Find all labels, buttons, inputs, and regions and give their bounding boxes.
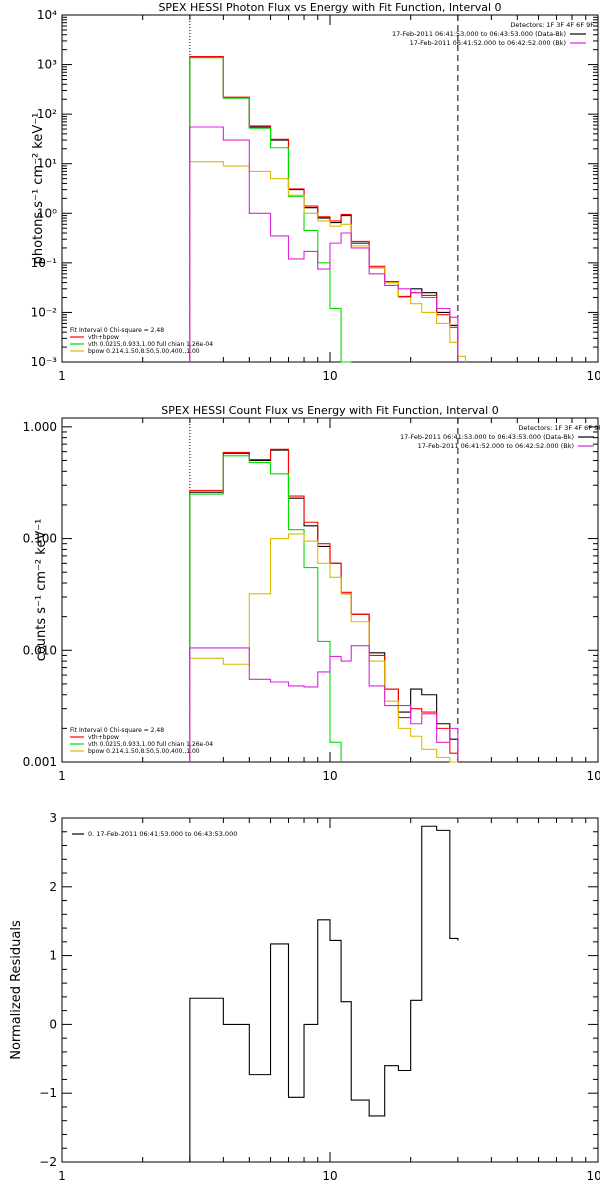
chart-3-y-tick-label: −1 xyxy=(39,1086,57,1100)
chart-1-y-tick-label: 10³ xyxy=(37,58,57,72)
chart-3-legend-interval: 0. 17-Feb-2011 06:41:53.000 to 06:43:53.… xyxy=(88,830,237,838)
chart-1-y-tick-label: 10⁻³ xyxy=(31,355,58,369)
chart-3-y-tick-label: 2 xyxy=(49,880,57,894)
chart-2-legend-detectors: Detectors: 1F 3F 4F 6F 9F xyxy=(518,424,600,432)
chart-2-series-vth xyxy=(189,455,342,762)
chart-2-series-total-fit xyxy=(189,448,459,762)
chart-1-legend-bpow: bpow 0.214,1.50,8.50,5.00,400.,1.00 xyxy=(88,348,200,355)
chart-3-y-tick-label: −2 xyxy=(39,1155,57,1169)
chart-1-y-tick-label: 10⁻¹ xyxy=(31,256,58,270)
chart-1-x-tick-label: 100 xyxy=(587,369,600,383)
chart-2-series-background-spectrum xyxy=(189,645,459,762)
chart-1-y-tick-label: 10⁰ xyxy=(37,206,57,220)
chart-1-legend-interval-2: 17-Feb-2011 06:41:52.000 to 06:42:52.000… xyxy=(410,39,566,47)
chart-2-legend-vth: vth 0.0215,0.933,1.00 full chian 1.26e-0… xyxy=(88,741,213,748)
chart-1-title: SPEX HESSI Photon Flux vs Energy with Fi… xyxy=(158,1,501,14)
chart-2-legend-fit-interval: Fit Interval 0 Chi-square = 2.48 xyxy=(70,727,164,734)
chart-3-y-tick-label: 1 xyxy=(49,949,57,963)
chart-2-y-tick-label: 0.100 xyxy=(23,532,57,546)
chart-3-y-tick-label: 0 xyxy=(49,1017,57,1031)
chart-3-y-axis-label: Normalized Residuals xyxy=(9,920,24,1060)
chart-2-series-bpow xyxy=(189,533,458,763)
chart-1-series-bpow xyxy=(189,161,466,362)
chart-2-x-tick-label: 100 xyxy=(587,769,600,783)
chart-2-y-tick-label: 0.010 xyxy=(23,643,57,657)
chart-1-legend-fit-interval: Fit Interval 0 Chi-square = 2.48 xyxy=(70,327,164,334)
chart-3-x-tick-label: 1 xyxy=(58,1169,66,1183)
chart-1-y-axis-label: photons s⁻¹ cm⁻² keV⁻¹ xyxy=(31,113,46,265)
chart-1-x-tick-label: 10 xyxy=(322,369,337,383)
chart-1-x-tick-label: 1 xyxy=(58,369,66,383)
chart-1-y-tick-label: 10⁻² xyxy=(31,305,58,319)
chart-1-series-vth xyxy=(189,57,352,363)
chart-3-x-tick-label: 10 xyxy=(322,1169,337,1183)
chart-2-y-axis-label: counts s⁻¹ cm⁻² keV⁻¹ xyxy=(34,519,49,662)
chart-1-y-tick-label: 10² xyxy=(37,107,57,121)
chart-3-group xyxy=(61,817,599,1163)
chart-1-series-data xyxy=(189,56,459,362)
chart-1-series-total-fit xyxy=(189,56,459,362)
chart-1-y-tick-label: 10¹ xyxy=(37,157,57,171)
chart-2-legend-vth-bpow: vth+bpow xyxy=(88,734,119,741)
chart-1-legend-detectors: Detectors: 1F 3F 4F 6F 9F xyxy=(510,21,594,29)
chart-2-y-tick-label: 0.001 xyxy=(23,755,57,769)
chart-2-legend-interval-2: 17-Feb-2011 06:41:52.000 to 06:42:52.000… xyxy=(418,442,574,450)
chart-2-series-data xyxy=(189,449,459,762)
chart-1-series-background-spectrum xyxy=(189,126,459,362)
chart-1-legend-interval-1: 17-Feb-2011 06:41:53.000 to 06:43:53.000… xyxy=(392,30,566,38)
chart-1-plot-frame xyxy=(61,14,599,363)
chart-3-x-tick-label: 100 xyxy=(587,1169,600,1183)
chart-1-group xyxy=(61,14,599,363)
chart-2-y-tick-label: 1.000 xyxy=(23,420,57,434)
chart-3-series-data xyxy=(189,825,459,1162)
chart-2-group xyxy=(61,417,599,763)
chart-1-legend-vth-bpow: vth+bpow xyxy=(88,334,119,341)
chart-2-legend-bpow: bpow 0.214,1.50,8.50,5.00,400.,1.00 xyxy=(88,748,200,755)
chart-3-y-tick-label: 3 xyxy=(49,811,57,825)
chart-2-x-tick-label: 1 xyxy=(58,769,66,783)
chart-2-title: SPEX HESSI Count Flux vs Energy with Fit… xyxy=(161,404,498,417)
chart-2-legend-interval-1: 17-Feb-2011 06:41:53.000 to 06:43:53.000… xyxy=(400,433,574,441)
chart-3-plot-frame xyxy=(61,817,599,1163)
chart-2-x-tick-label: 10 xyxy=(322,769,337,783)
chart-1-y-tick-label: 10⁴ xyxy=(37,8,57,22)
chart-1-legend-vth: vth 0.0215,0.933,1.00 full chian 1.26e-0… xyxy=(88,341,213,348)
